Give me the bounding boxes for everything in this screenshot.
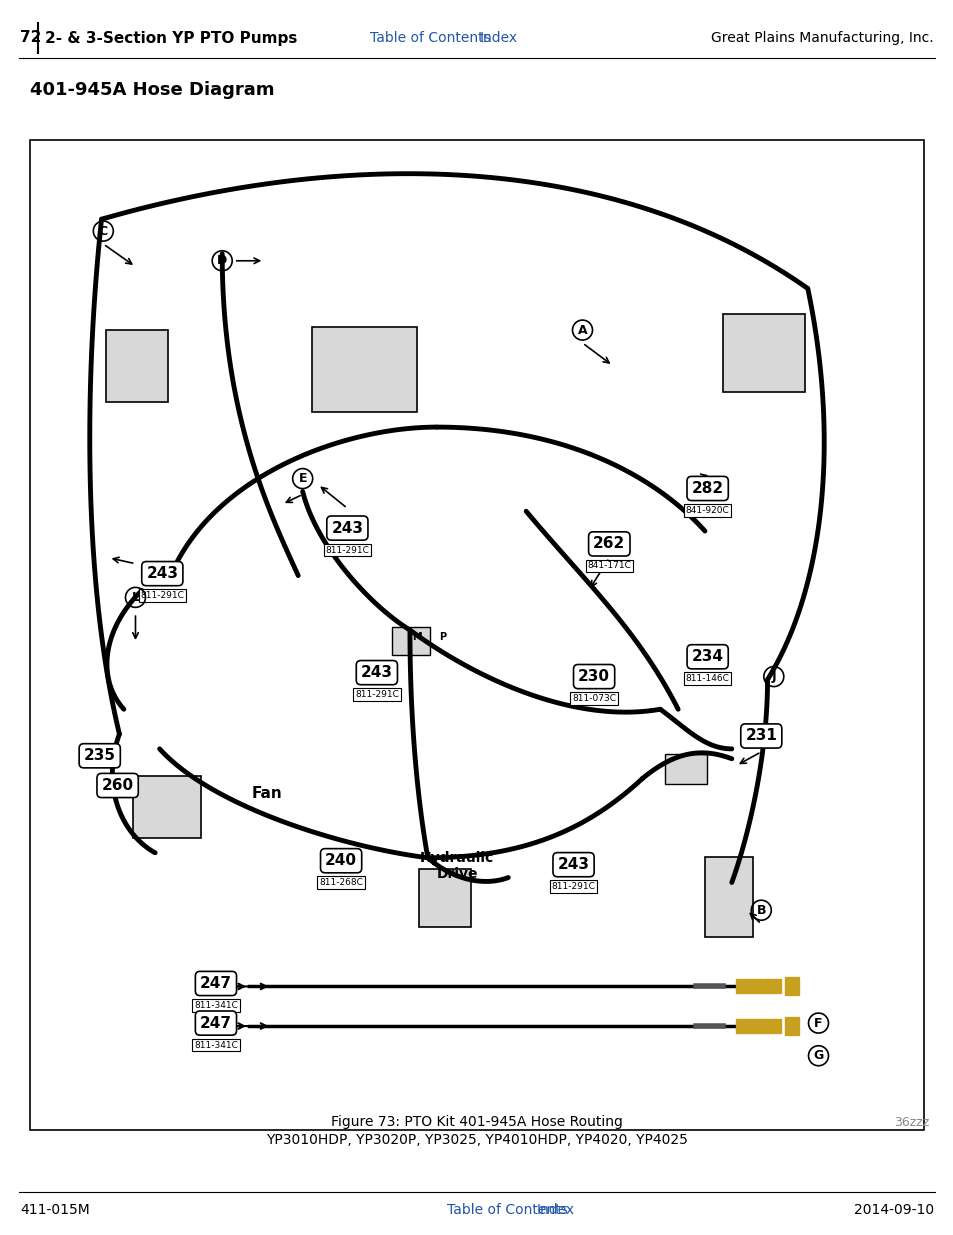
Text: 260: 260 [101,778,133,793]
Text: 841-920C: 841-920C [685,506,729,515]
FancyBboxPatch shape [418,869,471,927]
Text: 401-945A Hose Diagram: 401-945A Hose Diagram [30,82,274,99]
Text: 811-341C: 811-341C [193,1041,237,1050]
Text: 234: 234 [691,650,723,664]
Bar [784,977,799,995]
Text: 243: 243 [331,521,363,536]
Text: 811-291C: 811-291C [140,592,184,600]
Bar [736,1019,781,1032]
Text: YP3010HDP, YP3020P, YP3025, YP4010HDP, YP4020, YP4025: YP3010HDP, YP3020P, YP3025, YP4010HDP, Y… [266,1132,687,1147]
FancyBboxPatch shape [664,753,706,783]
Text: 72: 72 [20,31,41,46]
FancyBboxPatch shape [722,315,804,393]
Text: 235: 235 [84,748,115,763]
FancyBboxPatch shape [30,140,923,1130]
FancyBboxPatch shape [392,627,430,655]
Text: B: B [756,904,765,916]
Text: 811-073C: 811-073C [572,694,616,703]
Text: M: M [412,632,421,642]
FancyBboxPatch shape [106,330,168,403]
Text: 36zzz: 36zzz [893,1115,928,1129]
FancyBboxPatch shape [132,776,200,839]
Text: 243: 243 [146,566,178,582]
Text: 811-146C: 811-146C [685,674,729,683]
Text: E: E [298,472,307,485]
Text: 231: 231 [744,729,777,743]
Bar [736,979,781,993]
Text: 811-291C: 811-291C [355,690,398,699]
Text: Table of Contents: Table of Contents [370,31,490,44]
Text: 2- & 3-Section YP PTO Pumps: 2- & 3-Section YP PTO Pumps [45,31,297,46]
Text: L: L [132,590,139,604]
Text: 243: 243 [557,857,589,872]
Text: 262: 262 [593,536,625,551]
Text: G: G [813,1050,822,1062]
Text: F: F [814,1016,821,1030]
Text: P: P [439,632,446,642]
Text: 841-171C: 841-171C [587,562,631,571]
FancyBboxPatch shape [704,857,752,937]
Text: D: D [217,254,227,267]
Text: 230: 230 [578,669,610,684]
Text: A: A [578,324,587,337]
Text: 247: 247 [200,976,232,990]
Text: Index: Index [537,1203,575,1216]
Text: 282: 282 [691,480,723,496]
Text: Table of Contents: Table of Contents [447,1203,567,1216]
Text: J: J [771,671,776,683]
Text: C: C [99,225,108,237]
Text: Great Plains Manufacturing, Inc.: Great Plains Manufacturing, Inc. [711,31,933,44]
FancyBboxPatch shape [312,327,416,412]
Text: 811-291C: 811-291C [325,546,369,555]
Text: 811-268C: 811-268C [319,878,363,887]
Text: Index: Index [479,31,517,44]
Text: 243: 243 [360,666,393,680]
Text: 247: 247 [200,1015,232,1030]
Text: 411-015M: 411-015M [20,1203,90,1216]
Text: 2014-09-10: 2014-09-10 [853,1203,933,1216]
Text: 811-341C: 811-341C [193,1002,237,1010]
Text: Fan: Fan [252,785,282,802]
Text: Hydraulic
Drive: Hydraulic Drive [419,851,494,881]
Text: Figure 73: PTO Kit 401-945A Hose Routing: Figure 73: PTO Kit 401-945A Hose Routing [331,1115,622,1129]
Text: 240: 240 [325,853,356,868]
Bar [784,1018,799,1035]
Text: 811-291C: 811-291C [551,882,595,892]
